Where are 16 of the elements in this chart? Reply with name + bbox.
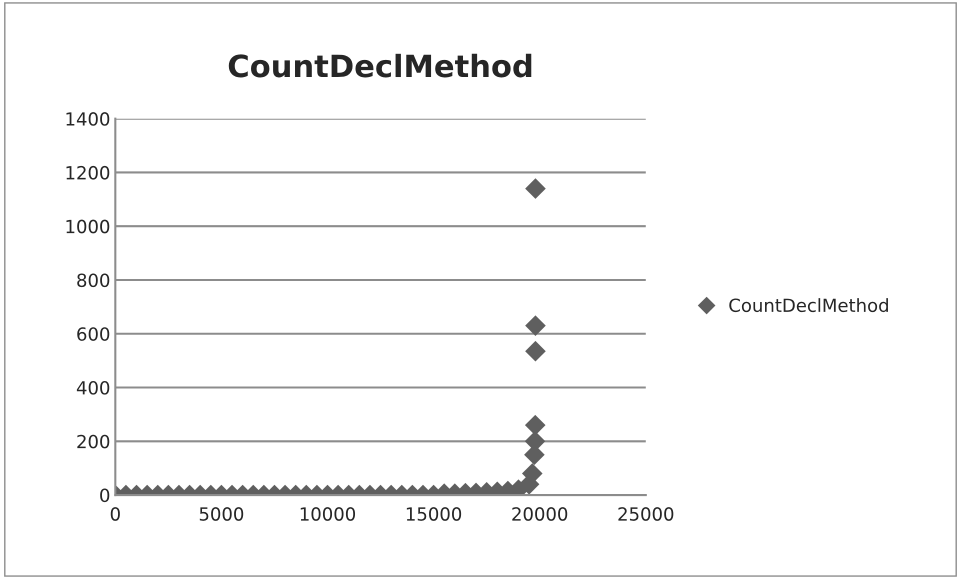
y-tick-label: 800 xyxy=(77,273,110,288)
x-tick-label: 10000 xyxy=(300,507,356,521)
y-tick-label: 0 xyxy=(100,488,110,502)
x-tick-label: 5000 xyxy=(200,507,244,521)
legend-label: CountDeclMethod xyxy=(729,298,888,312)
y-tick-label: 600 xyxy=(77,327,110,341)
x-tick-label: 25000 xyxy=(618,507,674,521)
y-tick-label: 1400 xyxy=(66,112,110,126)
y-tick-label: 1200 xyxy=(66,166,110,180)
x-tick-label: 0 xyxy=(110,507,120,521)
y-tick-label: 400 xyxy=(76,380,110,395)
x-tick-label: 20000 xyxy=(512,507,568,521)
y-tick-label: 200 xyxy=(77,434,110,448)
y-tick-label: 1000 xyxy=(66,220,110,234)
chart-title: CountDeclMethod xyxy=(228,54,532,78)
x-tick-label: 15000 xyxy=(406,507,462,521)
